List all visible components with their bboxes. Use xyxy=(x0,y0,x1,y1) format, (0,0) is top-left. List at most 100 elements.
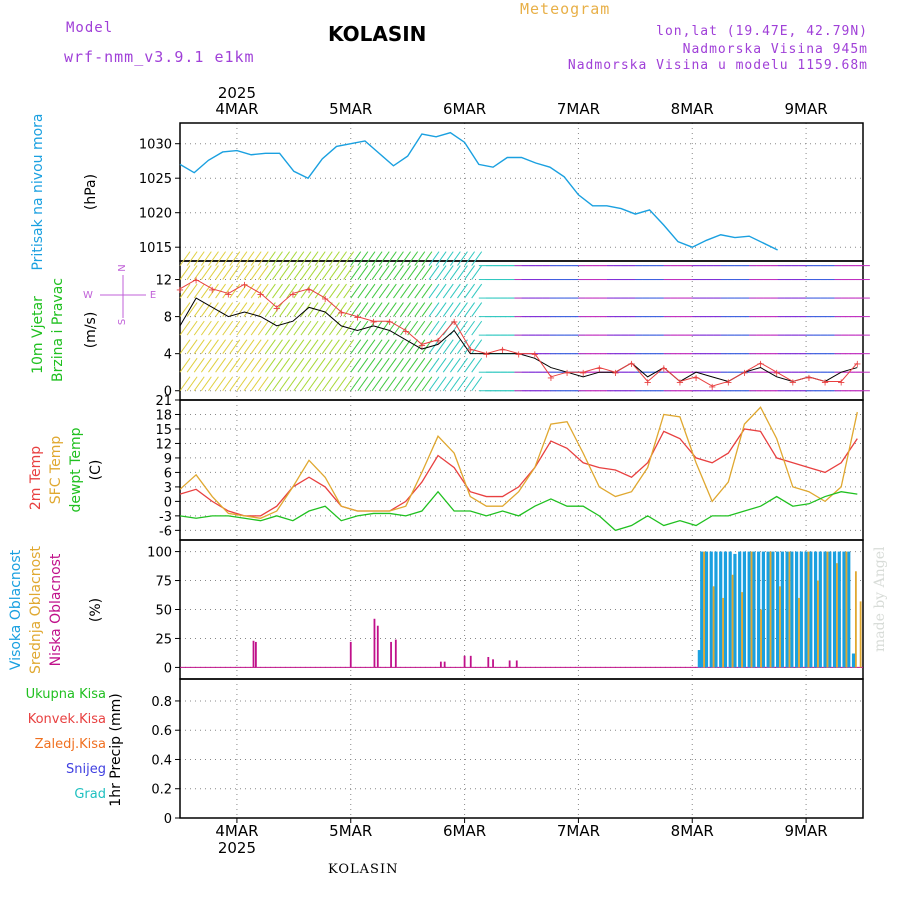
gust-marker: + xyxy=(805,373,813,384)
legend-total-rain: Ukupna Kisa xyxy=(25,687,106,702)
cloud-title-high: Visoka Oblacnost xyxy=(8,549,24,670)
pressure-title: Pritisak na nivou mora xyxy=(30,113,46,270)
wind-barb xyxy=(264,357,276,373)
wind-barb xyxy=(264,265,276,280)
gust-marker: + xyxy=(660,364,668,375)
time-label-top: 5MAR xyxy=(329,100,372,118)
cloud-bar-visoka xyxy=(780,551,784,668)
wind-barb xyxy=(428,265,440,280)
wind-barb xyxy=(421,265,433,280)
wind-barb xyxy=(264,376,276,392)
wind-barb xyxy=(314,339,326,354)
wind-barb xyxy=(464,251,475,266)
wind-barb xyxy=(286,302,298,317)
wind-barb xyxy=(393,251,404,266)
time-label-top: 4MAR xyxy=(215,100,258,118)
wind-barb xyxy=(300,251,312,266)
cloud-bar-visoka xyxy=(794,551,799,668)
wind-barb xyxy=(350,339,362,354)
wind-barb xyxy=(293,283,305,299)
wind-barb xyxy=(179,302,191,317)
gust-marker: + xyxy=(676,377,684,388)
wind-barb xyxy=(435,251,447,266)
wind-barb xyxy=(350,357,362,373)
y-tick-label: 25 xyxy=(155,632,172,647)
wind-barb xyxy=(222,283,234,299)
wind-barb xyxy=(343,251,355,266)
pressure-ylabel: (hPa) xyxy=(83,174,99,210)
wind-barb xyxy=(193,283,205,299)
wind-barb xyxy=(449,302,461,317)
wind-barb xyxy=(378,320,390,336)
cloud-bar-srednja xyxy=(845,551,848,668)
wind-barb xyxy=(208,376,219,392)
wind-barb xyxy=(321,339,333,354)
wind-barb xyxy=(208,357,219,373)
wind-barb xyxy=(428,251,440,266)
wind-barb xyxy=(336,302,347,317)
wind-gust-line xyxy=(179,278,858,387)
wind-barb xyxy=(449,251,461,266)
wind-barb xyxy=(314,265,326,280)
wind-barb xyxy=(371,283,383,299)
gust-marker: + xyxy=(369,317,377,328)
wind-barb xyxy=(236,320,248,336)
wind-barb xyxy=(179,283,191,299)
panel-frame xyxy=(179,399,864,541)
cloud-bar-niska xyxy=(515,660,518,668)
wind-barb xyxy=(471,283,483,299)
time-label-bottom: 9MAR xyxy=(784,822,827,840)
wind-barb xyxy=(336,357,347,373)
wind-barb xyxy=(321,265,333,280)
gust-marker: + xyxy=(466,345,474,356)
wind-barb xyxy=(449,376,461,392)
wind-barb xyxy=(364,320,376,336)
wind-barb xyxy=(272,320,283,336)
wind-barb xyxy=(371,320,383,336)
wind-barb xyxy=(357,283,369,299)
wind-barb xyxy=(328,283,340,299)
wind-barb xyxy=(435,320,447,336)
wind-barb xyxy=(400,265,411,280)
wind-barb xyxy=(186,320,198,336)
wind-barb xyxy=(357,302,369,317)
wind-barb xyxy=(449,339,461,354)
wind-barb xyxy=(385,302,397,317)
wind-barb xyxy=(328,251,340,266)
wind-barb xyxy=(300,265,312,280)
gust-marker: + xyxy=(740,368,748,379)
cloud-bar-srednja xyxy=(750,551,753,668)
wind-barb xyxy=(442,302,454,317)
wind-barb xyxy=(414,339,426,354)
wind-barb xyxy=(464,376,475,392)
wind-barb xyxy=(407,283,419,299)
wind-barb xyxy=(300,339,312,354)
temp-title-dewpt: dewpt Temp xyxy=(68,427,84,512)
wind-barb xyxy=(464,339,475,354)
wind-barb xyxy=(279,376,291,392)
cloud-bar-srednja xyxy=(817,580,819,668)
cloud-bar-niska xyxy=(508,660,511,668)
wind-barb xyxy=(400,283,411,299)
wind-barb xyxy=(286,376,298,392)
wind-barb xyxy=(272,283,283,299)
wind-barb xyxy=(222,265,234,280)
wind-barb xyxy=(457,265,468,280)
wind-barb xyxy=(421,302,433,317)
wind-barb xyxy=(407,251,419,266)
wind-barb xyxy=(442,265,454,280)
wind-barb xyxy=(272,251,283,266)
temp-line-dewpt xyxy=(179,490,858,532)
wind-barb xyxy=(400,320,411,336)
gust-marker: + xyxy=(611,368,619,379)
wind-barb xyxy=(449,283,461,299)
y-tick-label: 50 xyxy=(155,604,172,619)
wind-barb xyxy=(414,302,426,317)
cloud-bar-visoka xyxy=(757,551,761,668)
temp-title-2m: 2m Temp xyxy=(28,446,44,510)
wind-barb xyxy=(236,357,248,373)
wind-barb xyxy=(414,283,426,299)
wind-barb xyxy=(350,320,362,336)
cloud-bar-visoka xyxy=(823,551,827,668)
y-tick-label: 18 xyxy=(155,408,172,423)
